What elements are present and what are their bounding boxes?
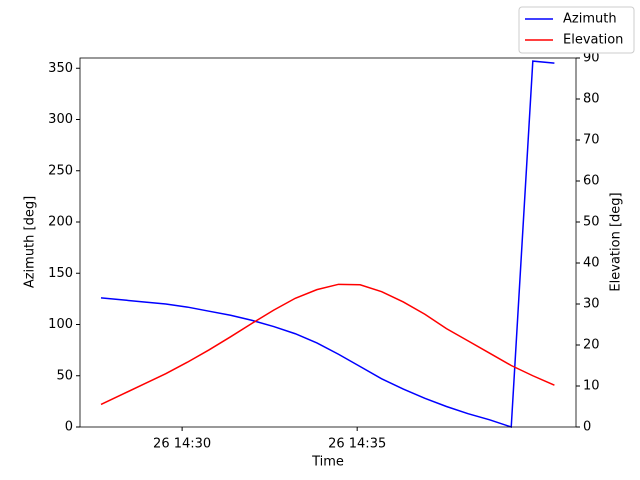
y-tick-label: 50 xyxy=(56,368,73,383)
y2-tick-label: 20 xyxy=(583,338,600,353)
data-line xyxy=(100,60,555,429)
y2-tick-label: 50 xyxy=(583,215,600,230)
y2-tick-label: 90 xyxy=(583,51,600,66)
y-axis-label: Azimuth [deg] xyxy=(23,196,38,288)
x-axis-label: Time xyxy=(311,455,344,470)
y-tick-label: 200 xyxy=(48,215,73,230)
legend-label: Elevation xyxy=(563,33,623,48)
y-tick-label: 150 xyxy=(48,266,73,281)
plot-frame xyxy=(79,57,577,428)
y2-axis-label: Elevation [deg] xyxy=(609,192,624,291)
x-tick-label: 26 14:35 xyxy=(328,437,386,452)
x-tick-label: 26 14:30 xyxy=(153,437,211,452)
y2-tick-label: 70 xyxy=(583,133,600,148)
y-tick-label: 0 xyxy=(65,420,73,435)
y-tick-label: 100 xyxy=(48,317,73,332)
legend-label: Azimuth xyxy=(563,12,617,27)
y2-tick-label: 40 xyxy=(583,256,600,271)
y2-tick-label: 30 xyxy=(583,297,600,312)
y-tick-label: 250 xyxy=(48,163,73,178)
y-tick-label: 350 xyxy=(48,61,73,76)
y-tick-label: 300 xyxy=(48,112,73,127)
y2-tick-label: 80 xyxy=(583,92,600,107)
y2-tick-label: 60 xyxy=(583,174,600,189)
data-line xyxy=(100,283,555,406)
y2-tick-label: 0 xyxy=(583,420,591,435)
y2-tick-label: 10 xyxy=(583,379,600,394)
